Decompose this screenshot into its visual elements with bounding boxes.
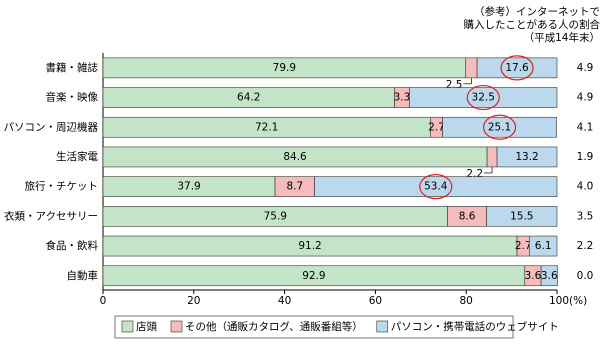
data-label: 53.4 xyxy=(424,181,448,193)
category-label: 書籍・雑誌 xyxy=(46,61,99,74)
data-label: 8.7 xyxy=(286,181,303,193)
data-label: 25.1 xyxy=(488,121,511,133)
data-label: 6.1 xyxy=(535,240,552,252)
data-label: 15.5 xyxy=(510,210,533,222)
category-label: 食品・飲料 xyxy=(46,239,99,252)
x-tick-label: 60 xyxy=(369,295,382,307)
reference-value: 2.2 xyxy=(577,240,594,252)
data-label: 32.5 xyxy=(472,92,495,104)
bar-segment xyxy=(409,87,558,108)
reference-value: 4.9 xyxy=(577,62,594,74)
bar-segment xyxy=(496,146,558,168)
reference-value: 0.0 xyxy=(577,270,594,282)
data-label: 17.6 xyxy=(505,62,529,74)
x-tick-label: 100(%) xyxy=(549,295,587,307)
bar-segment xyxy=(465,57,478,79)
reference-value: 4.9 xyxy=(577,92,594,104)
data-label: 79.9 xyxy=(273,62,296,74)
bar-segment xyxy=(540,265,558,287)
bar-segment xyxy=(529,235,558,257)
highlight-circle xyxy=(500,55,534,81)
bar-segment xyxy=(486,206,558,227)
data-label: 3.6 xyxy=(541,270,558,282)
reference-title: 購入したことがある人の割合 xyxy=(464,18,601,31)
data-label: 64.2 xyxy=(237,92,260,104)
category-label: パソコン・周辺機器 xyxy=(4,120,99,133)
reference-value: 1.9 xyxy=(577,151,594,163)
data-label: 3.3 xyxy=(394,92,411,104)
reference-title: （平成14年末） xyxy=(524,31,600,44)
data-label: 2.7 xyxy=(515,240,532,252)
reference-value: 3.5 xyxy=(577,210,594,222)
data-label: 37.9 xyxy=(177,181,200,193)
data-label: 91.2 xyxy=(298,240,321,252)
bar-segment xyxy=(442,116,557,138)
highlight-circle xyxy=(419,174,453,200)
data-label: 3.6 xyxy=(525,270,542,282)
data-label: 72.1 xyxy=(255,121,278,133)
data-label: 13.2 xyxy=(515,151,538,163)
category-label: 旅行・チケット xyxy=(25,180,99,193)
category-label: 音楽・映像 xyxy=(46,91,99,104)
data-label: 92.9 xyxy=(302,270,325,282)
reference-value: 4.0 xyxy=(577,181,594,193)
highlight-circle xyxy=(482,114,517,140)
highlight-circle xyxy=(466,84,500,111)
legend-label: パソコン・携帯電話のウェブサイト xyxy=(391,320,559,333)
reference-title: （参考）インターネットで xyxy=(474,5,600,18)
legend-swatch xyxy=(121,320,134,333)
bar-segment xyxy=(486,146,498,168)
legend-box xyxy=(114,315,514,339)
legend-label: 店頭 xyxy=(136,320,157,333)
data-label: 84.6 xyxy=(283,151,307,163)
bar-segment xyxy=(314,176,558,197)
legend-label: その他（通販カタログ、通販番組等） xyxy=(185,320,363,333)
category-label: 自動車 xyxy=(67,269,99,282)
x-tick-label: 80 xyxy=(460,295,473,307)
category-label: 生活家電 xyxy=(56,150,98,163)
category-label: 衣類・アクセサリー xyxy=(4,209,98,222)
x-tick-label: 40 xyxy=(278,295,291,307)
legend-swatch xyxy=(376,320,389,333)
data-label: 2.7 xyxy=(428,121,445,133)
legend-swatch xyxy=(170,320,183,333)
x-tick-label: 0 xyxy=(100,295,107,307)
reference-value: 4.1 xyxy=(577,121,594,133)
bar-segment xyxy=(476,57,558,79)
data-label: 8.6 xyxy=(459,210,476,222)
data-label: 75.9 xyxy=(264,210,287,222)
x-tick-label: 20 xyxy=(187,295,200,307)
